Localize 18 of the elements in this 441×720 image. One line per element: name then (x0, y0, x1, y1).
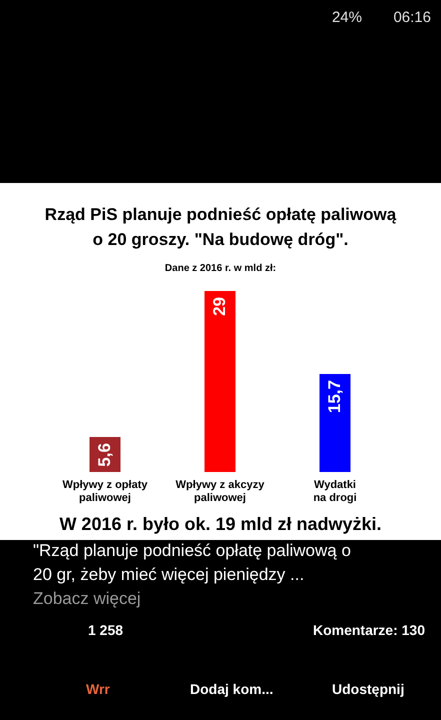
chart-title: Rząd PiS planuje podnieść opłatę paliwową o 20 groszy. "Na budowę dróg". (44, 205, 397, 249)
data-label: 15,7 (325, 380, 344, 414)
text: Komentarze: 130 (312, 622, 426, 638)
text: W 2016 r. było ok. 19 mld zł nadwyżki. (59, 514, 382, 534)
chart-subtitle: Dane z 2016 r. w mld zł: (164, 263, 276, 274)
text: Wrr (86, 681, 110, 697)
text: 06:16 (393, 9, 431, 26)
text: Zobacz więcej (33, 589, 141, 608)
text: "Rząd planuje podnieść opłatę paliwową o 20 gr, żeby mieć więcej pieniędzy ... (33, 541, 351, 584)
x-tick-label: Wpływy z akcyzy paliwowej (176, 479, 266, 504)
text: 1 258 (88, 622, 124, 638)
text: Dodaj kom... (190, 681, 274, 697)
x-tick-label: Wpływy z opłaty paliwowej (62, 479, 148, 504)
data-label: 5,6 (95, 443, 114, 467)
text: Udostępnij (332, 681, 404, 697)
x-tick-label: Wydatki na drogi (313, 479, 357, 504)
data-label: 29 (210, 297, 229, 316)
text: 24% (332, 9, 362, 26)
